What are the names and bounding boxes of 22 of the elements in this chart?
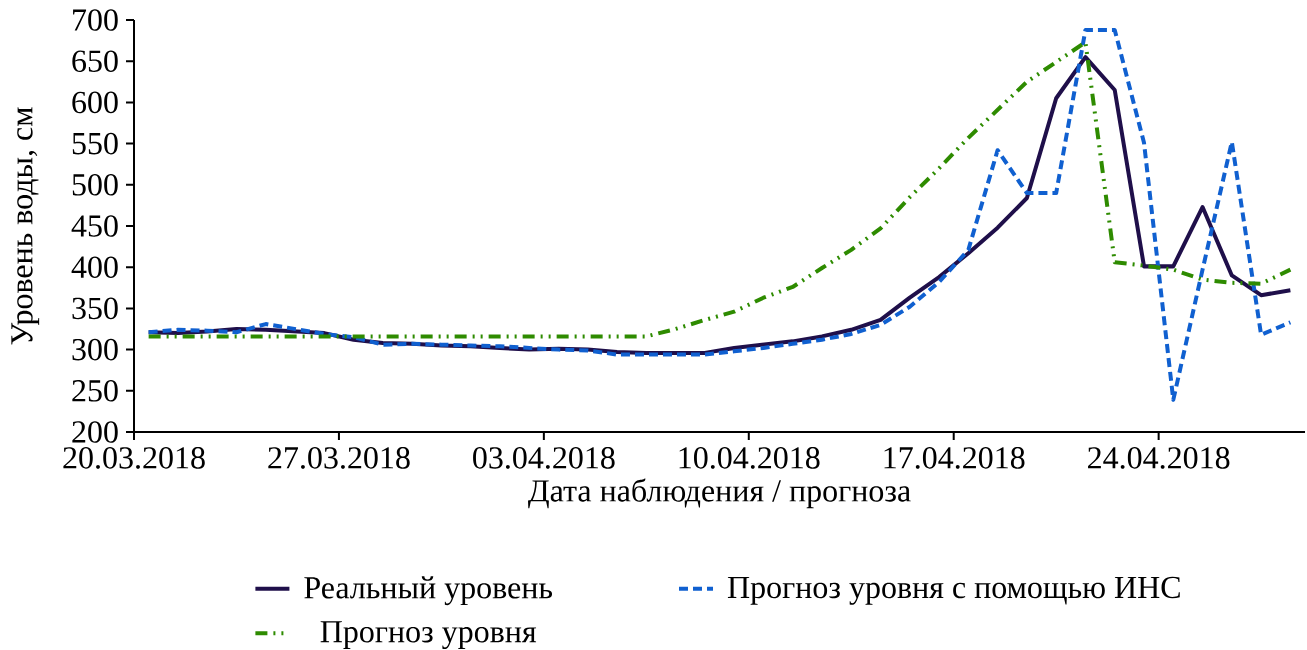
x-tick-label: 17.04.2018 xyxy=(884,447,1025,469)
y-tick-label: 350 xyxy=(72,297,118,320)
y-tick-label: 550 xyxy=(72,132,118,155)
y-tick-label: 600 xyxy=(72,91,118,114)
legend-label: Прогноз уровня с помощью ИНС xyxy=(727,576,1180,605)
y-tick-label: 300 xyxy=(72,338,118,361)
x-tick-label: 27.03.2018 xyxy=(268,447,410,469)
legend-label: Прогноз уровня xyxy=(320,621,537,650)
x-tick-label: 24.04.2018 xyxy=(1088,447,1230,469)
y-tick-label: 250 xyxy=(72,380,118,402)
y-tick-label: 700 xyxy=(73,9,118,31)
y-tick-label: 450 xyxy=(71,215,118,237)
y-axis-title: Уровень воды, см xyxy=(11,107,40,345)
y-tick-label: 650 xyxy=(72,50,118,72)
y-tick-label: 400 xyxy=(71,256,118,278)
y-tick-label: 200 xyxy=(72,421,118,443)
x-tick-label: 20.03.2018 xyxy=(63,447,205,469)
legend-label: Реальный уровень xyxy=(304,576,553,606)
x-axis-title: Дата наблюдения / прогноза xyxy=(528,478,911,509)
x-tick-label: 10.04.2018 xyxy=(679,447,820,469)
y-tick-label: 500 xyxy=(72,174,118,196)
x-tick-label: 03.04.2018 xyxy=(473,447,615,469)
